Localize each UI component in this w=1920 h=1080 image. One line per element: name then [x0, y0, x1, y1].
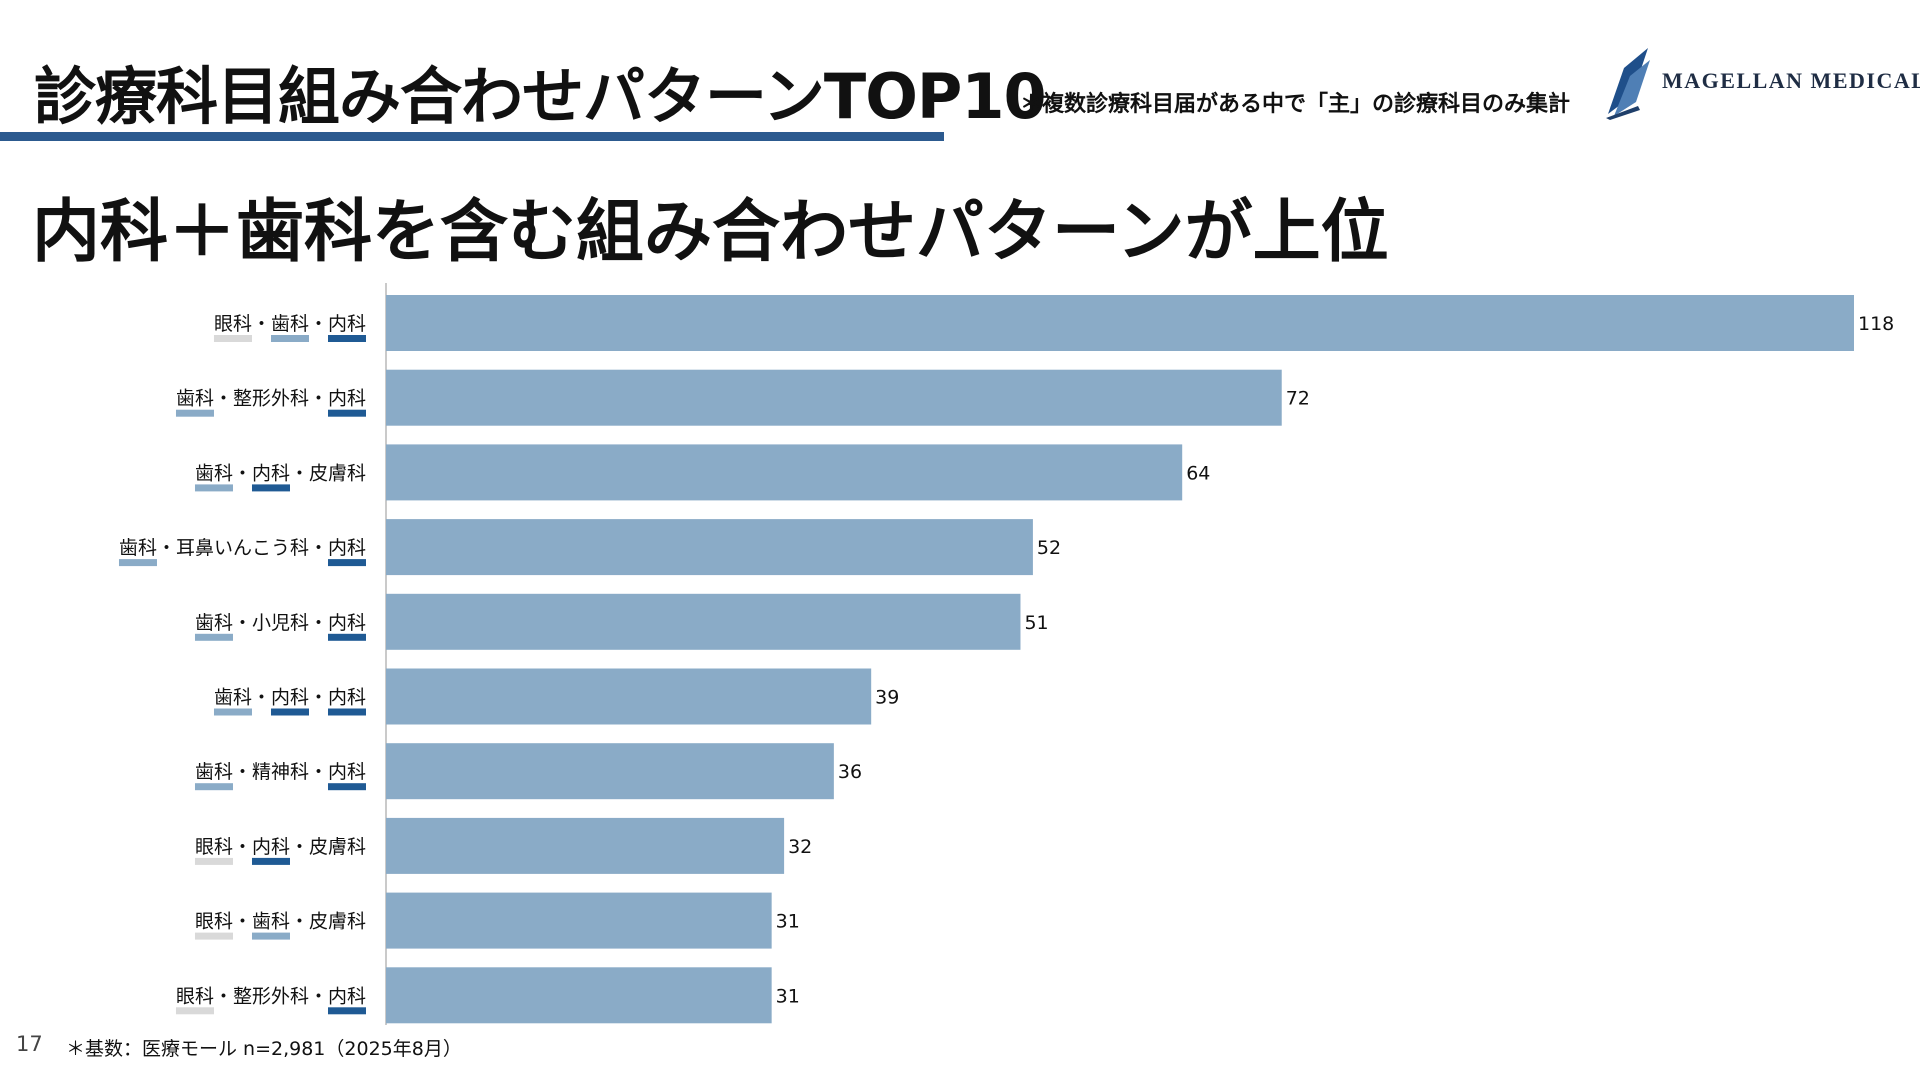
category-label: 眼科・整形外科・内科	[176, 985, 366, 1007]
bar	[386, 967, 772, 1024]
bar	[386, 668, 872, 725]
category-label: 眼科・歯科・皮膚科	[195, 911, 366, 933]
category-label: 眼科・内科・皮膚科	[195, 836, 366, 858]
data-label: 118	[1858, 313, 1894, 335]
logo-text: MAGELLAN MEDICAL	[1662, 68, 1920, 93]
category-label: 歯科・整形外科・内科	[176, 388, 366, 410]
department-tag-marker	[251, 932, 290, 940]
bar	[386, 743, 834, 800]
department-tag-marker	[194, 783, 233, 791]
company-logo: MAGELLAN MEDICAL	[1604, 46, 1920, 120]
department-tag-marker	[327, 1007, 366, 1015]
data-label: 31	[776, 911, 800, 933]
bar	[386, 444, 1183, 501]
bar	[386, 817, 785, 874]
department-tag-marker	[194, 484, 233, 492]
department-tag-marker	[175, 409, 214, 417]
data-label: 36	[838, 761, 862, 783]
category-label: 歯科・小児科・内科	[195, 612, 366, 634]
bar	[386, 295, 1854, 351]
department-tag-marker	[327, 559, 366, 567]
department-tag-marker	[327, 783, 366, 791]
footnote: ＊基数：医療モール n=2,981（2025年8月）	[66, 1038, 462, 1060]
category-label: 歯科・精神科・内科	[195, 761, 366, 783]
department-tag-marker	[175, 1007, 214, 1015]
department-tag-marker	[194, 932, 233, 940]
book-sail-logo-icon	[1606, 48, 1650, 120]
title-underline	[0, 132, 944, 141]
bar	[386, 593, 1021, 650]
data-label: 51	[1024, 612, 1048, 634]
department-tag-marker	[327, 633, 366, 641]
category-label: 歯科・耳鼻いんこう科・内科	[119, 537, 366, 559]
bar	[386, 519, 1033, 576]
department-tag-marker	[251, 484, 290, 492]
category-label: 眼科・歯科・内科	[214, 313, 366, 335]
department-tag-marker	[213, 708, 252, 716]
department-tag-marker	[270, 708, 309, 716]
bar	[386, 369, 1282, 426]
department-tag-marker	[213, 335, 252, 342]
department-tag-marker	[327, 708, 366, 716]
department-tag-marker	[118, 559, 157, 567]
data-label: 32	[788, 836, 812, 858]
department-tag-marker	[251, 857, 290, 865]
department-tag-marker	[327, 335, 366, 342]
bar-chart: 118 眼科・歯科・内科 72 歯科・整形外科・内科 64 歯科・内科・皮膚科 52 歯科・耳…	[118, 283, 1894, 1025]
category-label: 歯科・内科・皮膚科	[195, 462, 366, 484]
category-label: 歯科・内科・内科	[214, 687, 366, 709]
data-label: 39	[875, 687, 899, 709]
aggregation-note: ＊複数診療科目届がある中で「主」の診療科目のみ集計	[1020, 92, 1571, 117]
department-tag-marker	[194, 633, 233, 641]
page-title: 診療科目組み合わせパターンTOP10	[34, 60, 1047, 133]
department-tag-marker	[194, 857, 233, 865]
slide-subtitle: 内科＋歯科を含む組み合わせパターンが上位	[32, 193, 1389, 272]
data-label: 52	[1037, 537, 1061, 559]
bar	[386, 892, 772, 949]
department-tag-marker	[327, 409, 366, 417]
page-number: 17	[16, 1032, 43, 1056]
data-label: 31	[776, 985, 800, 1007]
data-label: 72	[1286, 388, 1310, 410]
data-label: 64	[1186, 462, 1210, 484]
department-tag-marker	[270, 335, 309, 342]
